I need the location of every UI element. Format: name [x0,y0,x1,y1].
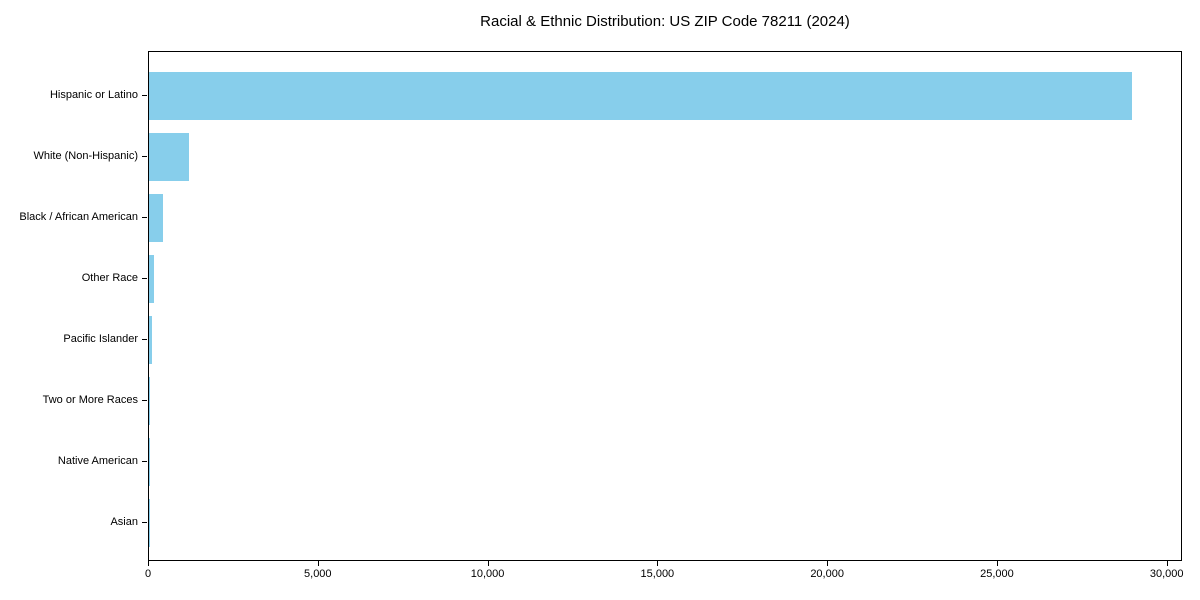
y-axis-label-black-african-american: Black / African American [19,211,138,223]
y-axis-label-hispanic-or-latino: Hispanic or Latino [49,89,138,101]
y-axis-tick [142,461,147,462]
plot-area [148,51,1182,561]
x-axis-tick [487,561,489,566]
y-axis-tick [142,95,147,96]
y-axis-label-pacific-islander: Pacific Islander [63,333,138,345]
x-axis-tick [996,561,998,566]
x-axis-tick [317,561,319,566]
bar-hispanic-or-latino [149,72,1132,120]
x-axis-tick-label: 5,000 [304,568,332,580]
chart-title: Racial & Ethnic Distribution: US ZIP Cod… [480,13,850,30]
y-axis-label-native-american: Native American [57,455,138,467]
bar-other-race [149,255,154,303]
y-axis-tick [142,400,147,401]
bar-pacific-islander [149,316,153,364]
y-axis-tick [142,339,147,340]
x-axis-tick-label: 0 [144,568,152,580]
x-axis-tick [827,561,829,566]
y-axis-label-white-non-hispanic: White (Non-Hispanic) [33,150,138,162]
y-axis-tick [142,156,147,157]
y-axis-label-asian: Asian [110,516,138,528]
x-axis-tick [657,561,659,566]
x-axis-tick [1166,561,1168,566]
bar-white-non-hispanic [149,133,189,181]
y-axis-label-two-or-more-races: Two or More Races [42,394,138,406]
y-axis-tick [142,217,147,218]
y-axis-tick [142,522,147,523]
bar-two-or-more-races [149,377,151,425]
y-axis-label-other-race: Other Race [81,272,138,284]
x-axis-tick-label: 30,000 [1149,568,1184,580]
x-axis-tick-label: 10,000 [470,568,505,580]
x-axis-tick-label: 15,000 [640,568,675,580]
y-axis-tick [142,278,147,279]
x-axis-tick [148,561,149,566]
x-axis-tick-label: 25,000 [980,568,1014,580]
x-axis-tick-label: 20,000 [810,568,844,580]
bar-black-african-american [149,194,164,242]
